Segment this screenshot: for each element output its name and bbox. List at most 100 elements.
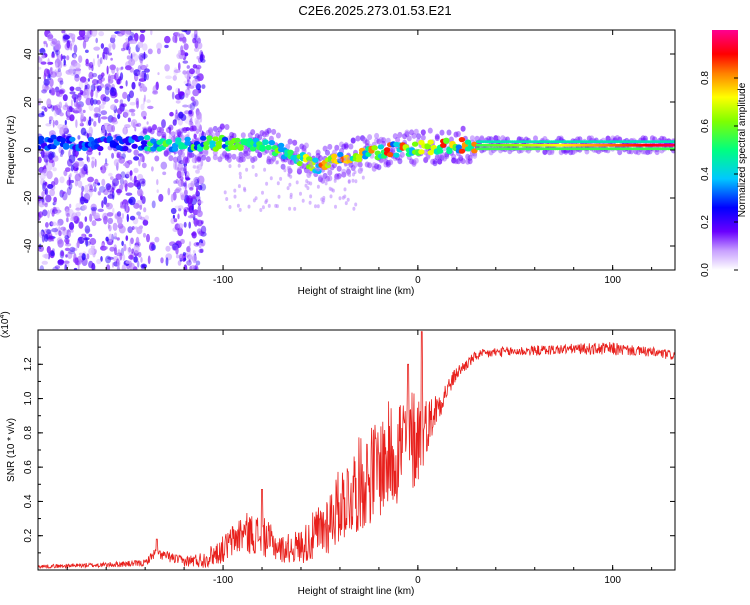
- heat-cell: [42, 209, 48, 217]
- heat-cell: [200, 248, 204, 253]
- heat-cell: [68, 222, 75, 231]
- heat-cell: [404, 129, 410, 136]
- colorbar: [712, 30, 738, 270]
- heat-cell: [75, 119, 78, 128]
- heat-cell: [60, 53, 63, 62]
- heat-cell: [38, 57, 43, 63]
- heat-cell: [199, 49, 204, 59]
- heat-cell: [237, 163, 241, 168]
- heat-cell: [171, 244, 179, 251]
- heat-cell: [168, 155, 174, 162]
- heat-cell: [117, 249, 121, 254]
- heat-cell: [139, 204, 143, 210]
- heat-cell: [152, 124, 157, 131]
- heat-cell: [134, 126, 137, 132]
- heat-cell: [254, 173, 258, 177]
- snr-scale-factor: (x104): [0, 311, 11, 338]
- heat-cell: [58, 89, 65, 95]
- heat-cell: [97, 190, 102, 196]
- heat-cell: [38, 102, 41, 106]
- heat-cell: [59, 80, 64, 85]
- heat-cell: [64, 238, 70, 244]
- heat-cell: [172, 34, 178, 43]
- heat-cell: [261, 190, 264, 195]
- heat-cell: [180, 114, 187, 121]
- heat-cell: [67, 209, 74, 218]
- heat-cell: [114, 232, 117, 238]
- heat-cell: [141, 196, 146, 204]
- heat-cell: [103, 215, 108, 225]
- heat-cell: [346, 197, 350, 202]
- heat-cell: [251, 164, 255, 169]
- heat-cell: [174, 161, 178, 171]
- heat-cell: [143, 72, 147, 82]
- heat-cell: [108, 233, 113, 243]
- heat-cell: [101, 125, 108, 131]
- heat-cell: [91, 156, 95, 160]
- heat-cell: [203, 145, 210, 151]
- heat-cell: [129, 215, 136, 221]
- heat-cell: [103, 47, 110, 55]
- heat-cell: [55, 62, 58, 68]
- heat-cell: [90, 97, 94, 106]
- bottom-y-tick-label: 0.6: [23, 460, 34, 474]
- heat-cell: [221, 136, 229, 142]
- top-axes: -100 0 100 -40 -20 0 20 40: [23, 29, 675, 286]
- heat-cell: [129, 240, 132, 247]
- heat-cell: [122, 254, 126, 262]
- heat-cell: [236, 203, 240, 208]
- heat-cell: [137, 173, 144, 181]
- heat-cell: [39, 47, 46, 56]
- heat-cell: [127, 117, 131, 123]
- heat-cell: [111, 262, 115, 268]
- heat-cell: [69, 114, 75, 122]
- heat-cell: [122, 145, 129, 152]
- heat-cell: [70, 229, 74, 233]
- heat-cell: [141, 53, 148, 59]
- heat-cell: [427, 127, 433, 134]
- heat-cell: [110, 117, 118, 123]
- svg-text:(x104): (x104): [0, 311, 11, 338]
- heat-cell: [69, 203, 72, 209]
- heat-cell: [336, 157, 340, 162]
- heat-cell: [106, 124, 114, 133]
- heat-cell: [61, 30, 66, 34]
- heat-cell: [190, 265, 196, 269]
- heat-cell: [91, 160, 95, 169]
- heat-cell: [77, 261, 80, 270]
- heat-cell: [238, 207, 242, 212]
- heat-cell: [334, 204, 337, 209]
- heat-cell: [138, 215, 142, 220]
- heat-cell: [140, 181, 146, 187]
- heat-cell: [81, 253, 86, 261]
- heat-cell: [119, 99, 124, 104]
- heat-cell: [119, 184, 124, 191]
- heat-cell: [360, 167, 364, 172]
- heat-cell: [110, 104, 117, 111]
- heat-cell: [137, 135, 145, 141]
- heat-cell: [185, 93, 189, 98]
- heat-cell: [184, 189, 188, 197]
- heat-cell: [137, 188, 143, 197]
- heat-cell: [336, 176, 340, 181]
- heat-cell: [185, 83, 192, 87]
- heat-cell: [193, 133, 197, 140]
- heat-cell: [55, 70, 62, 78]
- heat-cell: [47, 209, 50, 219]
- heat-cell: [94, 178, 99, 185]
- heat-cell: [322, 198, 326, 203]
- heat-cell: [347, 179, 351, 184]
- heat-cell: [238, 159, 241, 164]
- heat-cell: [68, 231, 71, 237]
- heat-cell: [63, 227, 66, 233]
- heat-cell: [177, 162, 184, 171]
- heat-cell: [138, 53, 146, 61]
- heat-cell: [103, 47, 108, 55]
- heat-cell: [89, 237, 97, 246]
- heat-cell: [78, 30, 86, 37]
- heat-cell: [186, 195, 193, 204]
- heat-cell: [88, 71, 94, 80]
- top-x-tick-label: -100: [213, 275, 233, 286]
- heat-cell: [108, 74, 111, 82]
